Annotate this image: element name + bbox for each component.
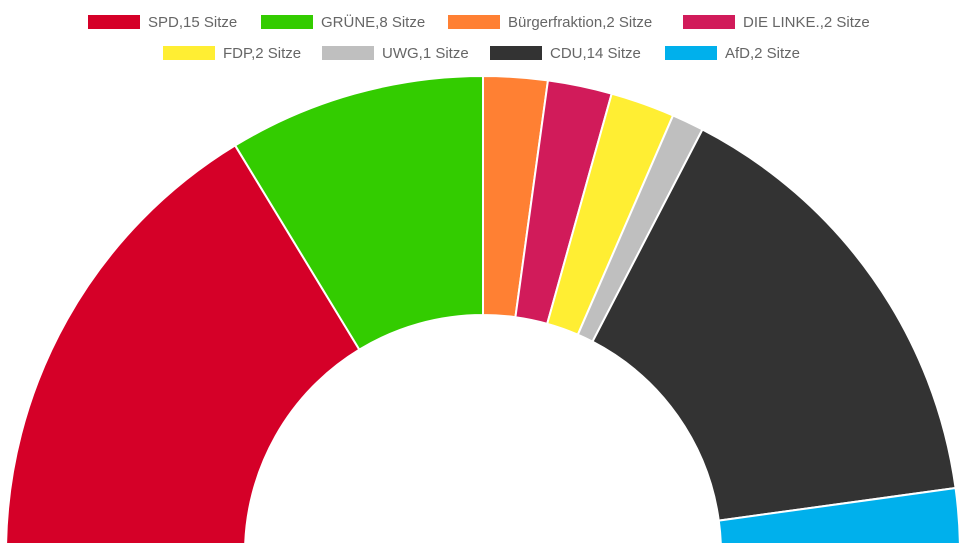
legend-swatch bbox=[448, 15, 500, 29]
legend-label: DIE LINKE.,2 Sitze bbox=[743, 14, 870, 31]
legend-label: FDP,2 Sitze bbox=[223, 45, 301, 62]
legend-swatch bbox=[490, 46, 542, 60]
legend-swatch bbox=[322, 46, 374, 60]
legend-swatch bbox=[261, 15, 313, 29]
legend-label: GRÜNE,8 Sitze bbox=[321, 13, 425, 31]
slice bbox=[5, 144, 361, 543]
slice bbox=[591, 128, 957, 522]
legend-label: UWG,1 Sitze bbox=[382, 45, 469, 62]
legend-swatch bbox=[88, 15, 140, 29]
legend-swatch bbox=[665, 46, 717, 60]
legend-label: SPD,15 Sitze bbox=[148, 14, 237, 31]
legend-swatch bbox=[163, 46, 215, 60]
legend-label: CDU,14 Sitze bbox=[550, 45, 641, 62]
legend-swatch bbox=[683, 15, 735, 29]
legend-label: Bürgerfraktion,2 Sitze bbox=[508, 14, 652, 31]
legend-label: AfD,2 Sitze bbox=[725, 45, 800, 62]
slice bbox=[717, 486, 961, 543]
